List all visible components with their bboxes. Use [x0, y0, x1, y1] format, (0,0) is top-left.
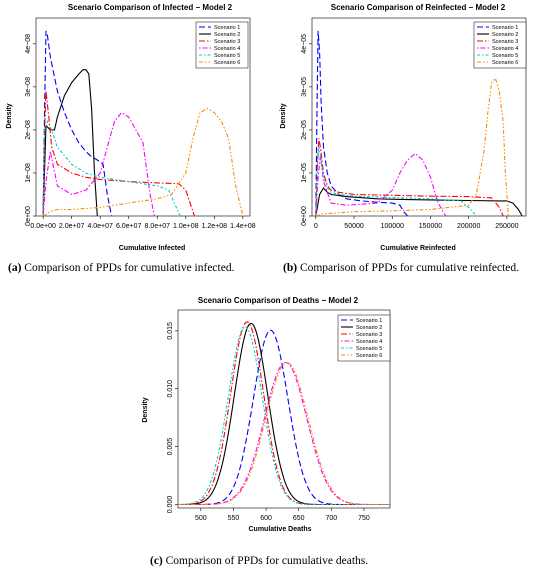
legend-label-5: Scenario 5: [214, 53, 240, 59]
legend-box: [337, 314, 391, 362]
y-tick-label: 2e−08: [25, 120, 32, 140]
series-line-2: [42, 69, 98, 216]
chart-deaths: Scenario Comparison of Deaths − Model 2 …: [142, 296, 391, 533]
x-tick-label: 650: [293, 515, 305, 522]
legend-label-5: Scenario 5: [492, 53, 518, 59]
legend-label-4: Scenario 4: [356, 339, 382, 345]
y-axis-label: Density: [6, 103, 13, 128]
y-tick-label: 0e+00: [25, 206, 32, 226]
x-tick-label: 1.4e+08: [230, 223, 256, 230]
x-tick-label: 1.2e+08: [202, 223, 228, 230]
x-tick-label: 4.0e+07: [87, 223, 113, 230]
series-line-6: [42, 107, 244, 216]
legend-label-3: Scenario 3: [356, 332, 382, 338]
x-tick-label: 250000: [495, 223, 518, 230]
x-tick-label: 50000: [344, 223, 364, 230]
y-tick-label: 2e−05: [301, 120, 308, 140]
y-axis-label: Density: [280, 103, 287, 128]
y-tick-label: 3e−08: [25, 77, 32, 97]
series-line-4: [315, 152, 447, 216]
legend-label-3: Scenario 3: [214, 39, 240, 45]
caption-c-text: Comparison of PPDs for cumulative deaths…: [165, 555, 369, 567]
caption-a-label: (a): [8, 262, 22, 274]
plot-frame: [177, 309, 391, 509]
x-tick-label: 550: [228, 515, 240, 522]
chart-title: Scenario Comparison of Reinfected − Mode…: [331, 3, 506, 12]
series-line-3: [42, 91, 195, 216]
y-axis-label: Density: [142, 397, 149, 422]
caption-c: (c) Comparison of PPDs for cumulative de…: [150, 555, 368, 567]
y-tick-label: 4e−05: [301, 34, 308, 54]
x-tick-label: 0.0e+00: [30, 223, 56, 230]
x-tick-label: 150000: [419, 223, 442, 230]
chart-infected: Scenario Comparison of Infected − Model …: [6, 3, 256, 252]
series-line-1: [42, 30, 113, 216]
x-tick-label: 2.0e+07: [59, 223, 85, 230]
legend-box: [195, 21, 249, 69]
series-line-5: [178, 326, 390, 506]
x-tick-label: 8.0e+07: [145, 223, 171, 230]
caption-b: (b) Comparison of PPDs for cumulative re…: [283, 262, 519, 274]
caption-a: (a) Comparison of PPDs for cumulative in…: [8, 262, 234, 274]
legend-label-4: Scenario 4: [214, 46, 240, 52]
plot-frame: [35, 17, 251, 217]
legend-label-3: Scenario 3: [492, 39, 518, 45]
y-tick-label: 0e+00: [301, 206, 308, 226]
series-line-5: [315, 147, 477, 216]
caption-b-text: Comparison of PPDs for cumulative reinfe…: [299, 262, 520, 274]
x-tick-label: 500: [195, 515, 207, 522]
caption-a-text: Comparison of PPDs for cumulative infect…: [24, 262, 235, 274]
series-line-4: [178, 361, 390, 506]
legend-label-5: Scenario 5: [356, 346, 382, 352]
legend-label-1: Scenario 1: [214, 25, 240, 31]
x-axis-label: Cumulative Reinfected: [380, 245, 455, 252]
legend-label-2: Scenario 2: [356, 325, 382, 331]
x-tick-label: 1.0e+08: [173, 223, 199, 230]
legend-label-1: Scenario 1: [492, 25, 518, 31]
y-tick-label: 0.010: [167, 380, 174, 398]
chart-reinfected: Scenario Comparison of Reinfected − Mode…: [280, 3, 527, 252]
x-tick-label: 700: [325, 515, 337, 522]
x-tick-label: 0: [314, 223, 318, 230]
series-line-6: [315, 77, 509, 216]
plot-frame: [311, 17, 527, 217]
series-line-4: [42, 111, 155, 216]
caption-c-label: (c): [150, 555, 163, 567]
x-tick-label: 6.0e+07: [116, 223, 142, 230]
x-axis-label: Cumulative Deaths: [248, 526, 311, 533]
legend-label-6: Scenario 6: [492, 60, 518, 66]
legend-label-2: Scenario 2: [214, 32, 240, 38]
x-axis-label: Cumulative Infected: [119, 245, 186, 252]
series-line-2: [315, 187, 523, 216]
series-line-6: [178, 361, 390, 506]
series-line-3: [315, 138, 504, 216]
legend-label-6: Scenario 6: [356, 353, 382, 359]
y-tick-label: 1e−05: [301, 163, 308, 183]
y-tick-label: 0.015: [167, 322, 174, 340]
x-tick-label: 750: [358, 515, 370, 522]
x-tick-label: 100000: [381, 223, 404, 230]
legend-label-4: Scenario 4: [492, 46, 518, 52]
series-line-5: [42, 119, 181, 216]
legend-label-1: Scenario 1: [356, 318, 382, 324]
y-tick-label: 4e−08: [25, 34, 32, 54]
y-tick-label: 1e−08: [25, 163, 32, 183]
series-line-1: [315, 30, 408, 216]
caption-b-label: (b): [283, 262, 298, 274]
chart-title: Scenario Comparison of Deaths − Model 2: [198, 296, 359, 305]
legend-box: [473, 21, 527, 69]
chart-title: Scenario Comparison of Infected − Model …: [68, 3, 233, 12]
legend-label-2: Scenario 2: [492, 32, 518, 38]
series-line-3: [178, 321, 390, 506]
y-tick-label: 0.005: [167, 438, 174, 456]
x-tick-label: 600: [260, 515, 272, 522]
y-tick-label: 0.000: [167, 496, 174, 514]
y-tick-label: 3e−05: [301, 77, 308, 97]
legend-label-6: Scenario 6: [214, 60, 240, 66]
x-tick-label: 200000: [457, 223, 480, 230]
